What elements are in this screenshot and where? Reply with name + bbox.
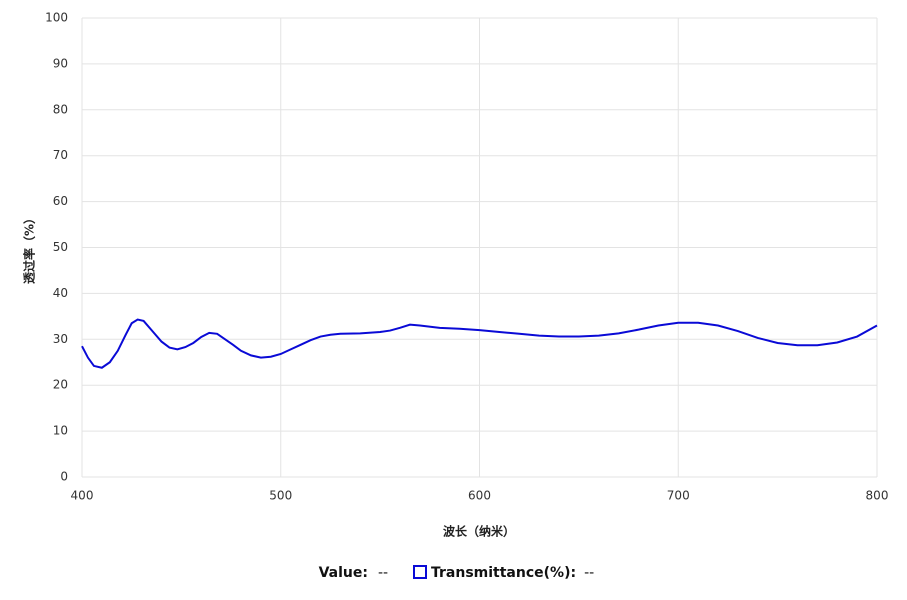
y-tick-label: 80	[53, 102, 68, 116]
y-tick-label: 50	[53, 240, 68, 254]
y-tick-label: 20	[53, 378, 68, 392]
y-tick-label: 60	[53, 194, 68, 208]
y-tick-label: 90	[53, 56, 68, 70]
legend-value: --	[584, 565, 594, 581]
x-tick-label: 400	[71, 489, 94, 503]
x-tick-label: 600	[468, 489, 491, 503]
y-tick-label: 0	[60, 470, 68, 484]
y-tick-label: 40	[53, 286, 68, 300]
y-tick-label: 10	[53, 424, 68, 438]
data-line	[81, 318, 878, 369]
y-axis-title: 透过率（%）	[22, 212, 37, 284]
x-axis-title: 波长（纳米）	[443, 524, 515, 539]
readout-label: Value:	[319, 565, 368, 581]
y-tick-label: 30	[53, 332, 68, 346]
y-tick-label: 70	[53, 148, 68, 162]
x-tick-label: 500	[269, 489, 292, 503]
legend-swatch	[413, 565, 427, 579]
legend-label: Transmittance(%):	[431, 565, 576, 581]
x-tick-label: 800	[866, 489, 889, 503]
y-tick-label: 100	[45, 11, 68, 25]
readout-value: --	[378, 565, 388, 581]
x-tick-label: 700	[667, 489, 690, 503]
